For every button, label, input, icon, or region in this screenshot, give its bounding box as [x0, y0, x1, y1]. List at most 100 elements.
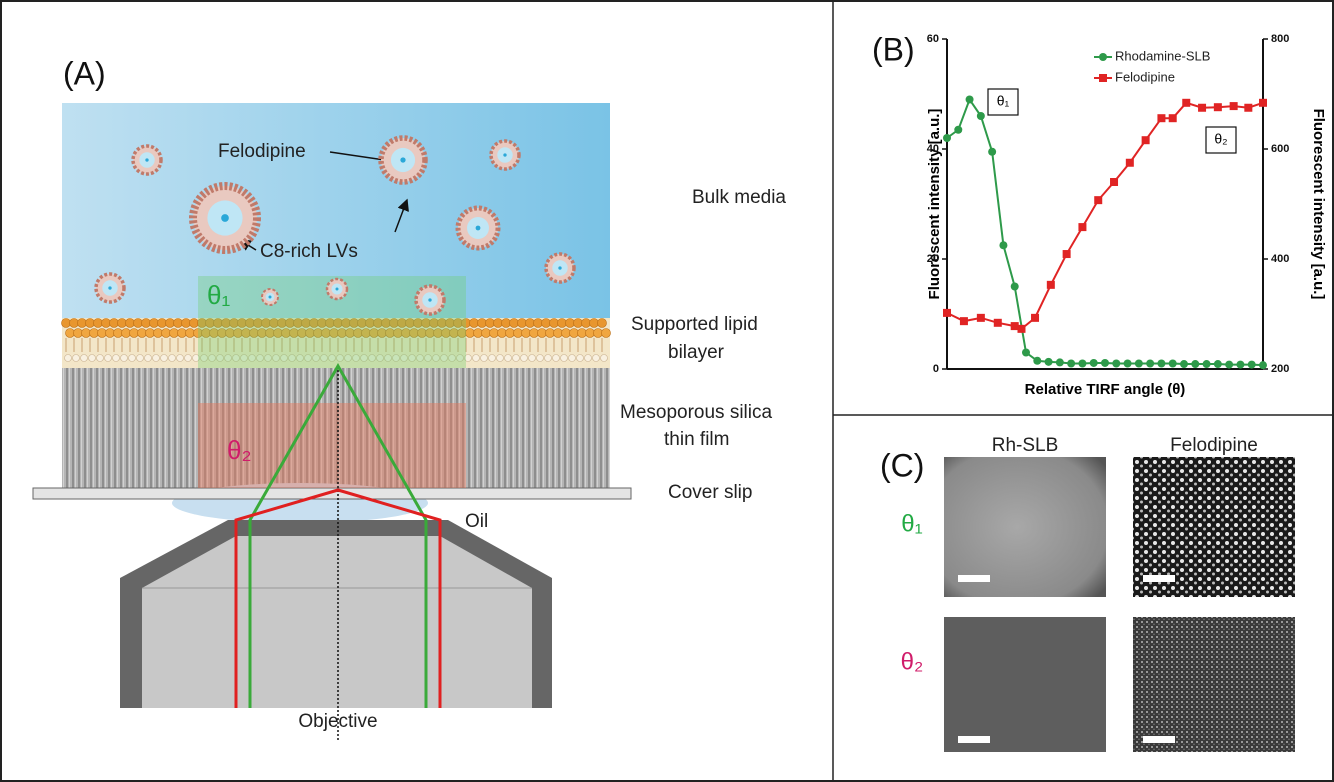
lipid-head: [513, 328, 523, 338]
lipid-head: [85, 318, 95, 328]
lipid-head: [88, 354, 96, 362]
lipid-head: [477, 318, 487, 328]
lipid-head: [561, 328, 571, 338]
lipid-head: [137, 328, 147, 338]
micrograph: [944, 617, 1106, 752]
marker: [976, 313, 985, 322]
marker: [1110, 178, 1119, 186]
annotation-box: [1205, 126, 1237, 154]
lipid-head: [565, 318, 575, 328]
lipid-head: [264, 354, 272, 362]
lipid-head: [101, 318, 111, 328]
y-tick-label: 0: [933, 363, 939, 375]
y2-tick-label: 800: [1271, 33, 1289, 45]
marker: [1146, 359, 1155, 368]
marker: [1191, 360, 1200, 369]
lipid-head: [585, 328, 595, 338]
lipid-head: [489, 328, 499, 338]
lipid-head: [189, 318, 199, 328]
layer-label: Cover slip: [668, 482, 752, 503]
lipid-head: [89, 328, 99, 338]
lipid-head: [528, 354, 536, 362]
lipid-head: [288, 354, 296, 362]
layer-label: bilayer: [668, 342, 725, 363]
lipid-head: [133, 318, 143, 328]
green-beam: [248, 362, 428, 708]
marker: [1168, 114, 1177, 123]
lipid-head: [152, 354, 160, 362]
marker: [1078, 223, 1087, 232]
cargo: [145, 158, 149, 162]
marker: [1010, 282, 1019, 291]
lipid-head: [456, 354, 464, 362]
lipid-head: [544, 354, 552, 362]
lipid-head: [536, 354, 544, 362]
lipid-head: [256, 354, 264, 362]
lipid-head: [200, 354, 208, 362]
lipid-head: [368, 354, 376, 362]
lipid-head: [384, 354, 392, 362]
column-label: Rh-SLB: [992, 435, 1059, 456]
lipid-head: [69, 318, 79, 328]
layer-label: Mesoporous silica: [620, 402, 772, 423]
cargo: [503, 153, 507, 157]
layer-label: Supported lipid: [631, 314, 758, 335]
scale-bar: [1143, 575, 1175, 582]
lipid-head: [473, 328, 483, 338]
marker: [1067, 359, 1076, 368]
label: Objective: [298, 711, 377, 732]
lipid-head: [109, 318, 119, 328]
lipid-head: [336, 354, 344, 362]
theta2-region: [198, 403, 466, 488]
marker: [1046, 280, 1055, 289]
lipid-head: [272, 354, 280, 362]
lipid-head: [64, 354, 72, 362]
marker: [976, 112, 985, 120]
cargo: [268, 295, 272, 299]
red-beam: [234, 488, 442, 708]
y-axis-title: Fluorescent intensity [a.u.]: [926, 109, 943, 300]
lipid-head: [581, 318, 591, 328]
annotation: θ₁: [997, 93, 1010, 109]
lipid-head: [577, 328, 587, 338]
lipid-head: [121, 328, 131, 338]
y-tick-label: 40: [927, 143, 939, 155]
lipid-head: [73, 328, 83, 338]
marker: [1112, 359, 1121, 368]
marker: [954, 125, 963, 134]
marker: [1078, 359, 1087, 368]
lipid-head: [113, 328, 123, 338]
lipid-head: [160, 354, 168, 362]
cargo: [335, 287, 339, 291]
lipid-head: [248, 354, 256, 362]
cargo: [475, 225, 481, 231]
marker: [965, 95, 974, 104]
scale-bar: [958, 736, 990, 743]
lipid-head: [408, 354, 416, 362]
lipid-head: [584, 354, 592, 362]
silica-film: [62, 365, 610, 489]
marker: [1055, 358, 1064, 367]
lipid-heads: [61, 318, 611, 362]
layer-label: Oil: [465, 511, 488, 532]
marker: [1259, 98, 1267, 107]
lipid-head: [77, 318, 87, 328]
lipid-head: [557, 318, 567, 328]
lipid-head: [185, 328, 195, 338]
lipid-head: [216, 354, 224, 362]
lipid-head: [552, 354, 560, 362]
lipid-head: [497, 328, 507, 338]
marker: [1229, 102, 1238, 111]
lipid-head: [589, 318, 599, 328]
panel-label: (A): [63, 55, 106, 91]
lipid-head: [80, 354, 88, 362]
lipid-head: [105, 328, 115, 338]
micrograph: [944, 457, 1106, 597]
panel-c: (C) Rh-SLB Felodipine θ₁ θ₂: [880, 435, 1295, 752]
lipid-head: [480, 354, 488, 362]
lipid-head: [501, 318, 511, 328]
lipid-head: [120, 354, 128, 362]
lipid-head: [173, 318, 183, 328]
